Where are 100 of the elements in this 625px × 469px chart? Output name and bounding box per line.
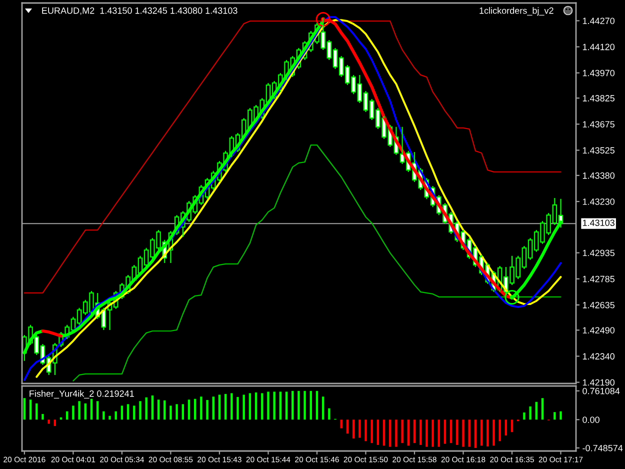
bar bbox=[444, 420, 446, 444]
bar bbox=[78, 401, 80, 420]
bar bbox=[126, 404, 130, 420]
bar bbox=[492, 420, 495, 446]
chart-title: Fisher_Yur4ik_2 0.219241 bbox=[30, 390, 134, 399]
y-tick-label: 1.43970 bbox=[582, 70, 615, 76]
bar bbox=[176, 404, 178, 420]
bar bbox=[151, 395, 154, 420]
line-series bbox=[72, 144, 562, 382]
y-tick-label: 1.43675 bbox=[582, 121, 615, 128]
y-tick-label: 1.42785 bbox=[582, 276, 615, 282]
bar bbox=[273, 392, 276, 420]
bar bbox=[242, 394, 245, 420]
bar bbox=[218, 394, 221, 420]
bar bbox=[188, 400, 190, 420]
bar bbox=[133, 406, 136, 420]
y-tick-label: 0.00 bbox=[582, 416, 600, 423]
annotation: 1clickorders_bj_v2 bbox=[480, 7, 554, 16]
bar bbox=[224, 394, 227, 420]
y-tick-label: 1.43230 bbox=[582, 198, 615, 205]
bar bbox=[279, 392, 282, 420]
bar bbox=[230, 393, 233, 420]
bar bbox=[468, 420, 470, 447]
bar bbox=[84, 403, 86, 420]
bar bbox=[267, 392, 270, 420]
bar bbox=[486, 420, 489, 446]
bar bbox=[510, 420, 514, 432]
bar bbox=[139, 401, 142, 420]
bar bbox=[298, 390, 300, 420]
bar bbox=[157, 400, 160, 420]
bar bbox=[541, 398, 544, 420]
y-tick-label: 0.761084 bbox=[582, 388, 620, 394]
y-tick-label: 1.43380 bbox=[582, 172, 615, 179]
bar bbox=[328, 408, 330, 420]
y-tick-label: 1.42190 bbox=[582, 379, 615, 386]
bar bbox=[419, 420, 422, 445]
y-tick-label: -0.748574 bbox=[582, 444, 623, 452]
bar bbox=[322, 396, 324, 420]
bar bbox=[426, 420, 428, 447]
bar bbox=[376, 420, 380, 445]
bar bbox=[456, 420, 458, 445]
bar bbox=[96, 401, 99, 420]
bar bbox=[23, 398, 26, 420]
bar bbox=[310, 390, 312, 420]
bar bbox=[206, 400, 208, 420]
bar bbox=[346, 420, 349, 434]
bar bbox=[120, 406, 124, 420]
bar bbox=[261, 393, 264, 420]
bar bbox=[108, 416, 111, 420]
y-tick-label: 1.42340 bbox=[582, 353, 615, 360]
y-tick-label: 1.44120 bbox=[582, 44, 615, 50]
bar bbox=[480, 420, 483, 446]
bar bbox=[554, 412, 556, 420]
bar bbox=[72, 406, 74, 420]
bar bbox=[54, 420, 56, 426]
bar bbox=[535, 402, 538, 420]
ref-line-label: 1.43103 bbox=[582, 220, 614, 226]
bar bbox=[389, 420, 392, 447]
bar bbox=[498, 420, 501, 442]
bar bbox=[292, 390, 294, 420]
bar bbox=[42, 414, 44, 420]
bar bbox=[504, 420, 508, 436]
bar bbox=[407, 420, 410, 446]
bar bbox=[164, 400, 166, 420]
bar bbox=[29, 400, 32, 420]
bar bbox=[523, 412, 526, 420]
bar bbox=[182, 404, 184, 420]
y-tick-label: 1.44270 bbox=[582, 18, 615, 24]
bar bbox=[304, 390, 306, 420]
bar bbox=[170, 406, 172, 420]
chart-title: EURAUD,M2 1.43150 1.43245 1.43080 1.43103 bbox=[42, 7, 238, 15]
bar bbox=[401, 420, 404, 444]
bar bbox=[200, 396, 202, 420]
bar bbox=[285, 392, 288, 420]
bar bbox=[358, 420, 361, 438]
bar bbox=[248, 393, 252, 420]
bar bbox=[413, 420, 416, 444]
bar bbox=[462, 420, 464, 447]
bar bbox=[432, 420, 434, 447]
bar bbox=[382, 420, 386, 446]
bar bbox=[364, 420, 367, 442]
bar bbox=[48, 420, 50, 424]
bar bbox=[438, 420, 440, 447]
bar bbox=[36, 403, 38, 420]
bar bbox=[395, 420, 398, 447]
bar bbox=[102, 411, 105, 420]
bar bbox=[254, 392, 258, 420]
bar bbox=[560, 411, 562, 420]
bar bbox=[236, 396, 239, 420]
y-tick-label: 1.42490 bbox=[582, 327, 615, 334]
bar bbox=[340, 420, 342, 428]
bar bbox=[370, 420, 373, 444]
bar bbox=[450, 420, 452, 444]
bar bbox=[352, 420, 355, 439]
bar bbox=[474, 420, 477, 448]
bar bbox=[529, 406, 532, 420]
y-tick-label: 1.43525 bbox=[582, 147, 615, 154]
bar bbox=[145, 397, 148, 420]
y-tick-label: 1.43825 bbox=[582, 95, 615, 102]
y-tick-label: 1.42635 bbox=[582, 302, 615, 308]
